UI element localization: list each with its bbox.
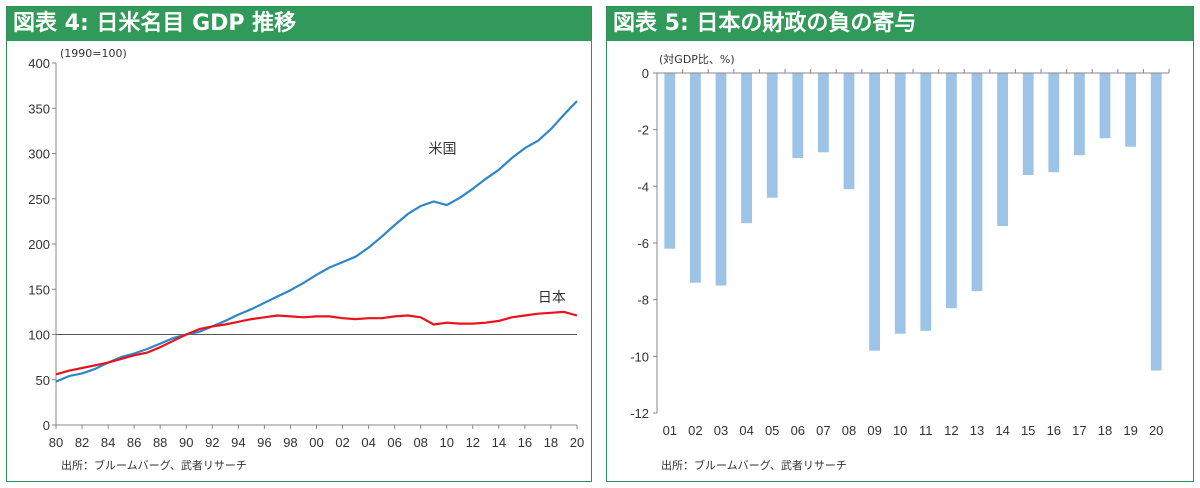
x-tick-label: 88 (153, 435, 167, 450)
x-tick-label: 96 (257, 435, 271, 450)
bar (1125, 73, 1136, 147)
y-tick-label: -2 (637, 123, 649, 138)
x-tick-label: 86 (127, 435, 141, 450)
bar (997, 73, 1008, 226)
x-tick-label: 18 (1098, 423, 1112, 438)
panel-nominal-gdp: 図表 4: 日米名目 GDP 推移 0 50 100 150 200 250 300 350 4… (6, 6, 592, 482)
x-tick-label: 04 (361, 435, 375, 450)
x-tick-label: 13 (970, 423, 984, 438)
bar (1074, 73, 1085, 156)
x-tick-label: 12 (944, 423, 958, 438)
y-tick-label: 250 (28, 192, 50, 207)
x-tick-label: 09 (867, 423, 881, 438)
bar (664, 73, 676, 249)
x-tick-label: 15 (1021, 423, 1035, 438)
bar (843, 73, 855, 190)
y-tick-label: 100 (28, 328, 50, 343)
source-note: 出所：ブルームバーグ、武者リサーチ (661, 459, 847, 472)
y-tick-label: 400 (28, 56, 50, 71)
y-tick-label: 0 (642, 66, 649, 81)
x-axis: 80 82 84 86 88 90 92 94 96 98 00 02 04 06 08 10 12 14 16 18… (49, 424, 584, 450)
x-axis: 01 02 03 04 05 06 07 08 09 10 11 12 13 14 15 16 17 18 19 20 (657, 69, 1170, 438)
y-axis: 0 -2 -4 -6 -8 -10 -12 (630, 66, 658, 421)
y-tick-label: -10 (630, 349, 649, 364)
x-tick-label: 82 (75, 435, 89, 450)
bar (741, 73, 752, 224)
x-tick-label: 92 (205, 435, 219, 450)
x-tick-label: 02 (335, 435, 349, 450)
bar (1022, 73, 1034, 175)
bar (690, 73, 701, 283)
panel-fiscal-contribution: 図表 5: 日本の財政の負の寄与 0 -2 -4 -6 -8 -10 -12 01 02 03 0… (606, 6, 1194, 482)
y-tick-label: 0 (43, 418, 50, 433)
x-tick-label: 03 (714, 423, 728, 438)
x-tick-label: 18 (544, 435, 558, 450)
x-tick-label: 14 (995, 423, 1009, 438)
x-tick-label: 02 (688, 423, 702, 438)
bar (766, 73, 778, 198)
series-label-jp: 日本 (538, 290, 566, 306)
y-tick-label: -8 (637, 293, 649, 308)
x-tick-label: 94 (231, 435, 245, 450)
x-tick-label: 16 (518, 435, 532, 450)
x-tick-label: 98 (283, 435, 297, 450)
bar-chart: 0 -2 -4 -6 -8 -10 -12 01 02 03 04 05 06 07 08 09 10 11 12… (630, 52, 1170, 438)
y-tick-label: 350 (28, 101, 50, 116)
bar (792, 73, 804, 158)
series-label-us: 米国 (429, 142, 457, 158)
x-tick-label: 90 (179, 435, 193, 450)
x-tick-label: 05 (765, 423, 779, 438)
series-group (55, 100, 578, 383)
bar (894, 73, 906, 334)
x-tick-label: 06 (791, 423, 805, 438)
x-tick-label: 04 (739, 423, 753, 438)
bar (869, 73, 880, 351)
panel-title: 図表 5: 日本の財政の負の寄与 (607, 7, 1193, 41)
y-tick-label: -4 (637, 179, 649, 194)
unit-note: (対GDP比、%) (659, 52, 735, 66)
bar (818, 73, 829, 153)
y-tick-label: -12 (630, 406, 649, 421)
bar (920, 73, 932, 331)
x-tick-label: 08 (842, 423, 856, 438)
x-tick-label: 10 (893, 423, 907, 438)
x-tick-label: 11 (919, 423, 933, 438)
x-tick-label: 17 (1072, 423, 1086, 438)
y-tick-label: 200 (28, 237, 50, 252)
x-tick-label: 20 (1149, 423, 1163, 438)
x-tick-label: 10 (440, 435, 454, 450)
y-tick-label: -6 (637, 236, 649, 251)
source-note: 出所：ブルームバーグ、武者リサーチ (61, 459, 247, 472)
y-axis: 0 50 100 150 200 250 300 350 400 (28, 56, 57, 433)
unit-note: (1990=100) (60, 47, 127, 60)
x-tick-label: 06 (387, 435, 401, 450)
bar (1099, 73, 1111, 139)
y-tick-label: 50 (36, 373, 50, 388)
x-tick-label: 00 (309, 435, 323, 450)
y-tick-label: 150 (28, 282, 50, 297)
x-tick-label: 80 (49, 435, 63, 450)
series-line-jp (55, 310, 578, 376)
x-tick-label: 16 (1047, 423, 1061, 438)
series-line-us (55, 100, 578, 383)
x-tick-label: 14 (492, 435, 506, 450)
x-tick-label: 07 (816, 423, 830, 438)
bar (946, 73, 957, 309)
bars-group (664, 73, 1162, 371)
line-chart: 0 50 100 150 200 250 300 350 400 80 82 84 86 88 90 92 9… (28, 47, 584, 450)
bar (971, 73, 983, 292)
bar (1048, 73, 1060, 173)
bar (1150, 73, 1162, 371)
x-tick-label: 08 (413, 435, 427, 450)
y-tick-label: 300 (28, 147, 50, 162)
x-tick-label: 12 (466, 435, 480, 450)
x-tick-label: 01 (663, 423, 677, 438)
x-tick-label: 84 (101, 435, 115, 450)
bar (715, 73, 727, 286)
panel-title: 図表 4: 日米名目 GDP 推移 (7, 7, 591, 41)
x-tick-label: 19 (1123, 423, 1137, 438)
x-tick-label: 20 (570, 435, 584, 450)
